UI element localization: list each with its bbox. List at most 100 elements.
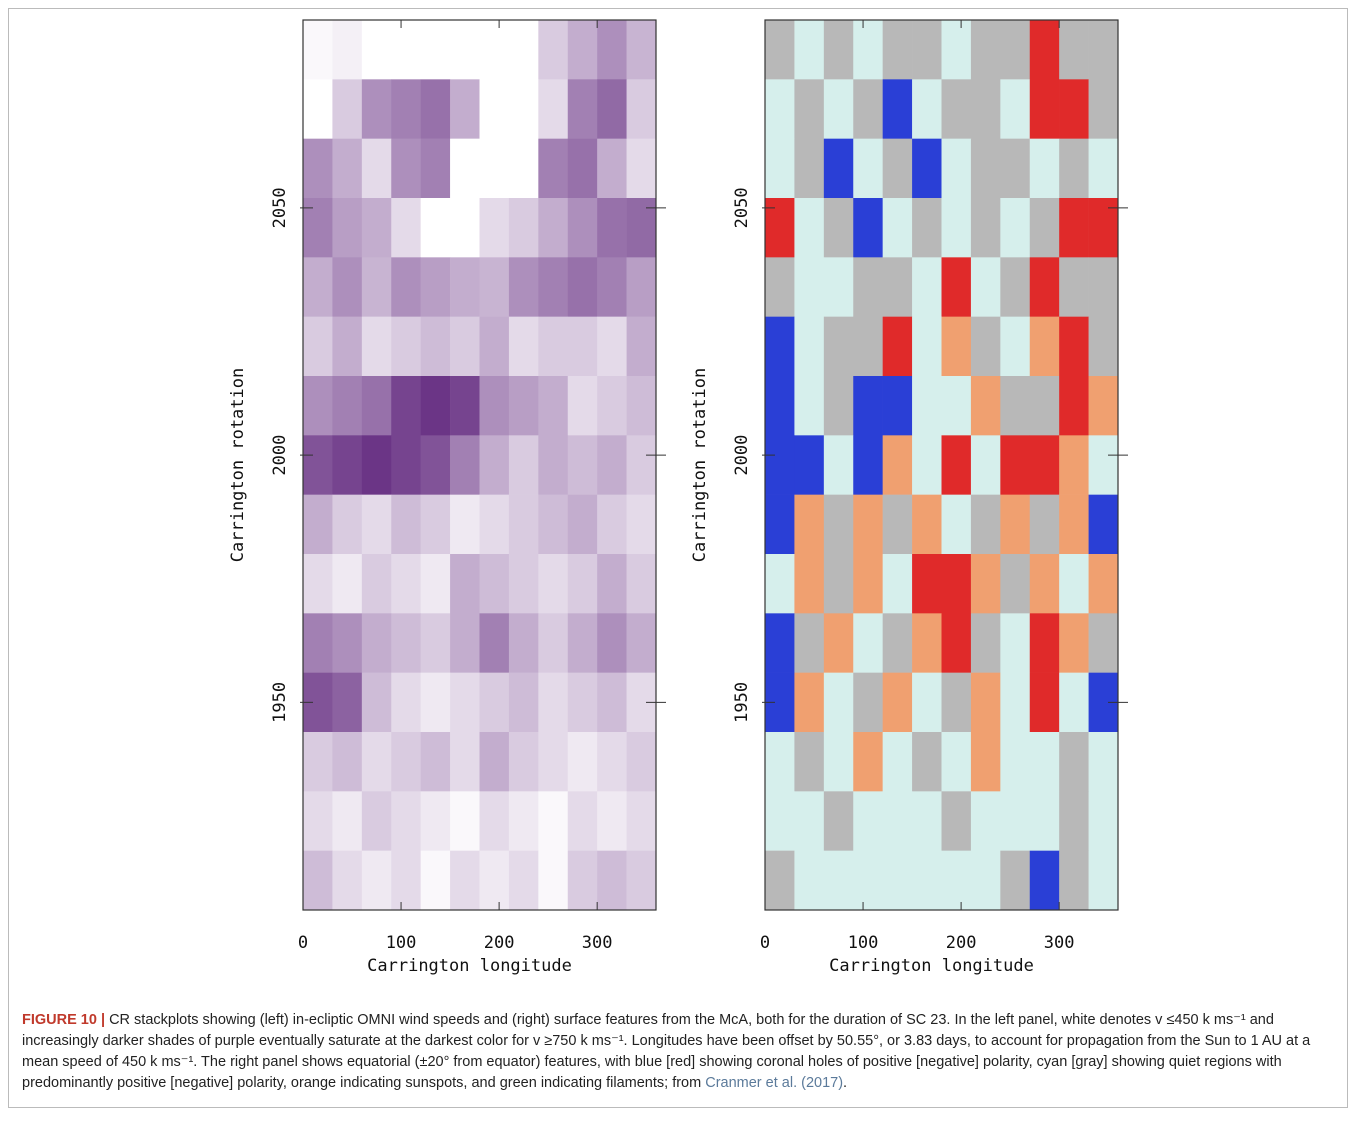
cell [538, 376, 569, 436]
cell [941, 554, 972, 614]
cell [391, 850, 421, 911]
cell [941, 198, 972, 258]
cell [1000, 435, 1031, 495]
cell [794, 791, 825, 851]
cell [970, 613, 1001, 673]
cell [420, 79, 451, 139]
cell [970, 554, 1001, 614]
cell [420, 554, 451, 614]
cell [1088, 79, 1119, 139]
cell [567, 850, 598, 911]
cell [303, 79, 333, 139]
cell [391, 316, 421, 377]
cell [970, 850, 1001, 911]
cell [450, 791, 480, 851]
cell [597, 316, 627, 377]
cell [853, 138, 883, 199]
cell [1000, 791, 1031, 851]
cell [853, 613, 883, 673]
cell [1000, 672, 1031, 733]
y-tick-label: 2000 [732, 435, 752, 476]
cell [479, 554, 510, 614]
cell [1088, 316, 1119, 377]
cell [567, 79, 598, 139]
cell [332, 257, 363, 317]
cell [597, 672, 627, 733]
cell [567, 732, 598, 792]
cell [1029, 732, 1060, 792]
cell [823, 850, 854, 911]
cell [567, 198, 598, 258]
x-tick-label: 0 [760, 933, 770, 953]
cell [361, 732, 392, 792]
cell [597, 376, 627, 436]
cell [332, 613, 363, 673]
cell [626, 79, 657, 139]
cell [538, 79, 569, 139]
x-tick-label: 200 [484, 933, 515, 953]
cell [853, 20, 883, 80]
cell [941, 732, 972, 792]
cell [332, 672, 363, 733]
cell [882, 435, 913, 495]
cell [1029, 376, 1060, 436]
cell [912, 672, 942, 733]
cell [450, 138, 480, 199]
y-axis-label: Carrington rotation [690, 368, 710, 562]
y-tick-label: 1950 [732, 682, 752, 723]
cell [420, 791, 451, 851]
cell [420, 316, 451, 377]
cell [361, 316, 392, 377]
cell [420, 435, 451, 495]
cell [970, 20, 1001, 80]
cell [853, 198, 883, 258]
cell [912, 138, 942, 199]
cell [941, 376, 972, 436]
cell [882, 79, 913, 139]
cell [794, 138, 825, 199]
cell [823, 554, 854, 614]
cell [479, 198, 510, 258]
cell [853, 732, 883, 792]
cell [332, 20, 363, 80]
cell [303, 554, 333, 614]
x-tick-label: 100 [386, 933, 417, 953]
cell [361, 672, 392, 733]
cell [765, 494, 795, 555]
cell [361, 613, 392, 673]
cell [1029, 791, 1060, 851]
plot-border [302, 19, 657, 911]
cell [479, 138, 510, 199]
cell [1029, 79, 1060, 139]
cell [1000, 257, 1031, 317]
cell [420, 732, 451, 792]
cell [882, 554, 913, 614]
cell [450, 672, 480, 733]
cell [794, 20, 825, 80]
x-axis-label: Carrington longitude [829, 956, 1034, 976]
cell [882, 20, 913, 80]
cell [765, 435, 795, 495]
cell [303, 198, 333, 258]
cell [508, 376, 539, 436]
cell [479, 79, 510, 139]
cell [882, 732, 913, 792]
cell [450, 20, 480, 80]
cell [912, 316, 942, 377]
cell [538, 494, 569, 555]
cell [882, 376, 913, 436]
cell [882, 316, 913, 377]
cell [450, 850, 480, 911]
cell [508, 138, 539, 199]
cell [420, 257, 451, 317]
cell [450, 494, 480, 555]
cell [1029, 494, 1060, 555]
cell [450, 79, 480, 139]
citation[interactable]: Cranmer et al. (2017) [705, 1075, 844, 1091]
cell [1088, 791, 1119, 851]
cell [626, 20, 657, 80]
cell [765, 613, 795, 673]
cell [823, 494, 854, 555]
cell [765, 20, 795, 80]
caption-text: CR stackplots showing (left) in-ecliptic… [22, 1012, 1311, 1091]
